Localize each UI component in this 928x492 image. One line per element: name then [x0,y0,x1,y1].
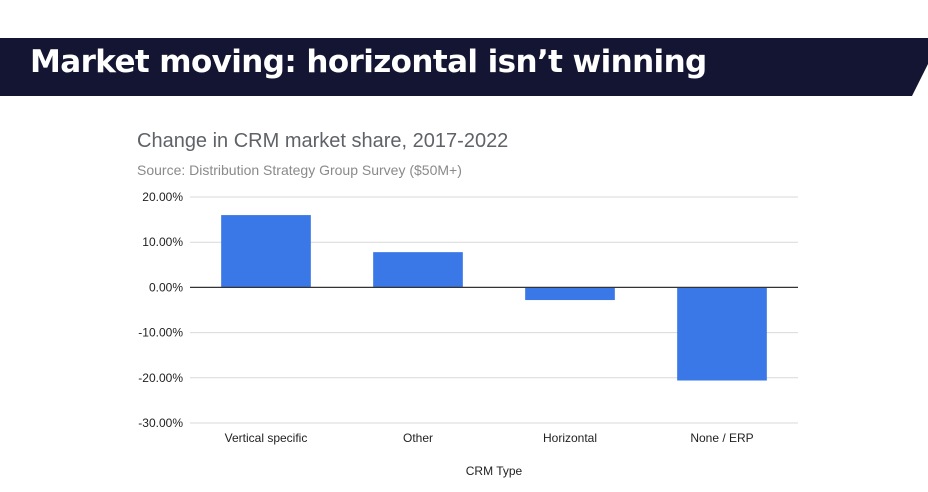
y-tick-label: 10.00% [142,235,183,249]
slide-title: Market moving: horizontal isn’t winning [30,44,707,80]
y-tick-label: -10.00% [138,326,183,340]
x-tick-label: Horizontal [543,431,597,445]
bar-horizontal [525,287,615,301]
banner-background [0,38,928,96]
y-tick-label: 0.00% [149,280,183,294]
x-tick-label: Other [403,431,433,445]
y-tick-label: -20.00% [138,371,183,385]
title-banner: Market moving: horizontal isn’t winning [0,0,928,100]
bar-other [373,252,463,288]
bar-vertical-specific [221,215,311,288]
y-tick-label: 20.00% [142,190,183,204]
bars [221,215,767,381]
x-axis-ticks: Vertical specific Other Horizontal None / E… [225,431,754,445]
chart-subtitle: Source: Distribution Strategy Group Surv… [137,162,462,178]
x-tick-label: None / ERP [690,431,753,445]
bar-none-erp [677,287,767,381]
x-tick-label: Vertical specific [225,431,308,445]
x-axis-title: CRM Type [466,464,523,478]
y-tick-label: -30.00% [138,416,183,430]
chart-title: Change in CRM market share, 2017-2022 [137,130,508,152]
y-axis-ticks: 20.00% 10.00% 0.00% -10.00% -20.00% -30.00% [138,190,183,430]
